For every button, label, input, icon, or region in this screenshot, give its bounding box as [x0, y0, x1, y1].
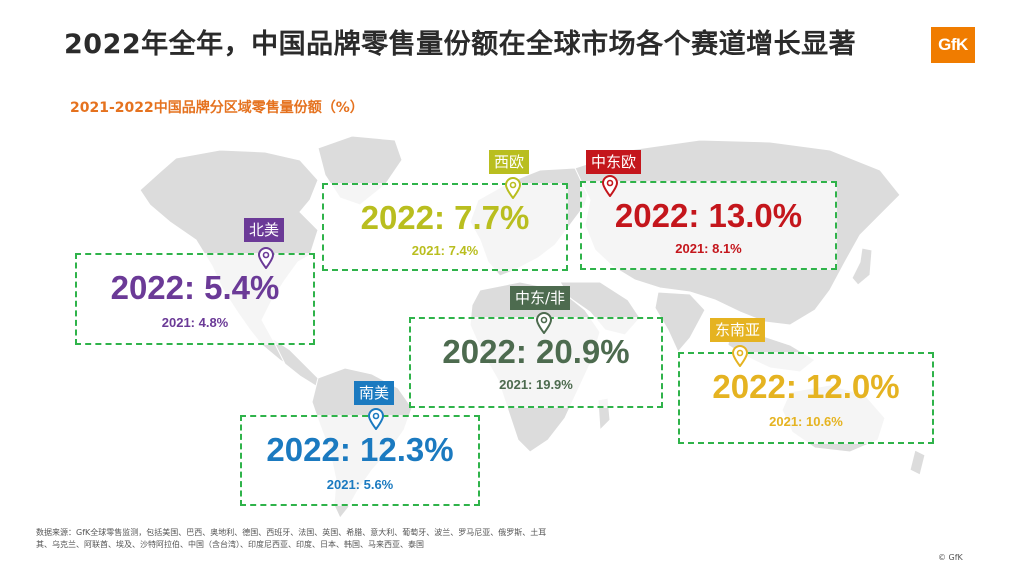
middle-east-africa-box: 2022: 20.9% 2021: 19.9%	[409, 317, 663, 408]
southeast-asia-pin-icon	[731, 345, 749, 367]
gfk-logo: GfK	[931, 27, 975, 63]
central-eastern-europe-2021-value: 2021: 8.1%	[675, 241, 742, 256]
western-europe-tag: 西欧	[489, 150, 530, 174]
southeast-asia-2021-value: 2021: 10.6%	[769, 414, 843, 429]
copyright-notice: © GfK	[938, 553, 963, 562]
north-america-tag: 北美	[244, 218, 285, 242]
south-america-box: 2022: 12.3% 2021: 5.6%	[240, 415, 480, 506]
western-europe-box: 2022: 7.7% 2021: 7.4%	[322, 183, 568, 271]
central-eastern-europe-pin-icon	[601, 175, 619, 197]
central-eastern-europe-2022-value: 2022: 13.0%	[614, 197, 803, 234]
data-source-footnote: 数据来源：GfK全球零售监测，包括美国、巴西、奥地利、德国、西班牙、法国、英国、…	[36, 528, 547, 549]
japan-landmass	[851, 247, 873, 286]
south-america-2022-value: 2022: 12.3%	[266, 431, 454, 468]
page-title: 2022年全年，中国品牌零售量份额在全球市场各个赛道增长显著	[64, 29, 857, 60]
north-america-2021-value: 2021: 4.8%	[161, 315, 229, 330]
india-landmass	[654, 291, 706, 353]
chart-subtitle: 2021-2022中国品牌分区域零售量份额（%）	[70, 100, 364, 116]
south-america-2021-value: 2021: 5.6%	[326, 477, 394, 492]
southeast-asia-box: 2022: 12.0% 2021: 10.6%	[678, 352, 934, 444]
central-eastern-europe-tag: 中东欧	[586, 150, 642, 174]
middle-east-africa-pin-icon	[535, 312, 553, 334]
north-america-2022-value: 2022: 5.4%	[110, 269, 280, 306]
western-europe-2022-value: 2022: 7.7%	[360, 199, 530, 236]
middle-east-africa-2022-value: 2022: 20.9%	[442, 333, 630, 370]
south-america-tag: 南美	[354, 381, 395, 405]
south-america-pin-icon	[367, 408, 385, 430]
new-zealand-landmass	[909, 449, 926, 476]
central-eastern-europe-box: 2022: 13.0% 2021: 8.1%	[580, 181, 837, 270]
southeast-asia-2022-value: 2022: 12.0%	[712, 368, 900, 405]
central-america-landmass	[270, 336, 321, 387]
north-america-box: 2022: 5.4% 2021: 4.8%	[75, 253, 315, 345]
southeast-asia-tag: 东南亚	[710, 318, 766, 342]
north-america-pin-icon	[257, 247, 275, 269]
western-europe-2021-value: 2021: 7.4%	[411, 243, 479, 258]
middle-east-africa-tag: 中东/非	[510, 286, 571, 310]
western-europe-pin-icon	[504, 177, 522, 199]
middle-east-africa-2021-value: 2021: 19.9%	[499, 377, 573, 392]
